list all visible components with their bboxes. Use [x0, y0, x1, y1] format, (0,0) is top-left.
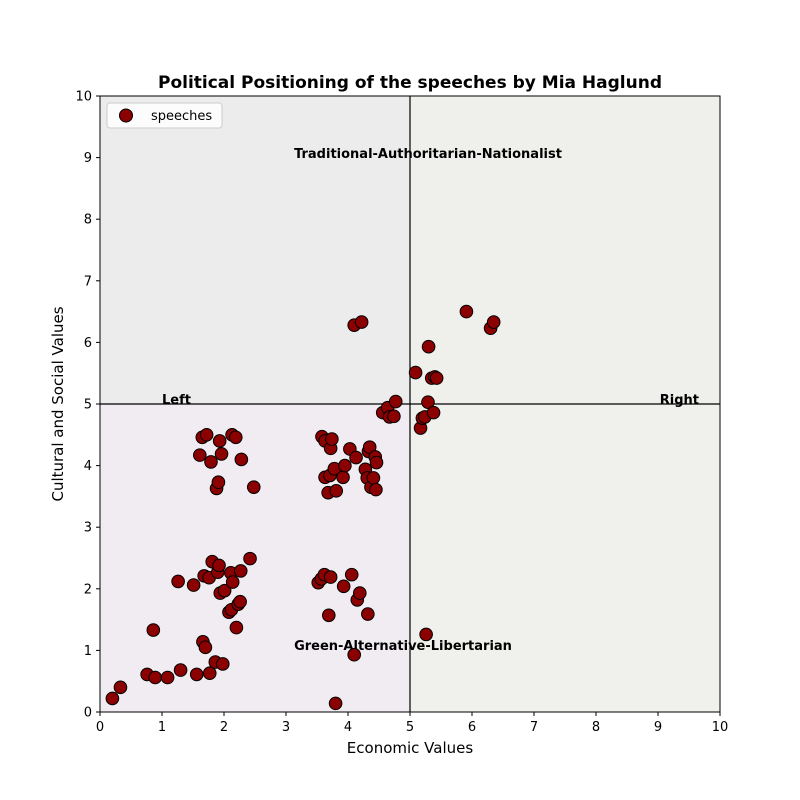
- quadrant-label-top: Traditional-Authoritarian-Nationalist: [294, 147, 562, 162]
- data-point: [204, 455, 218, 469]
- quadrant-top-right: [410, 96, 720, 404]
- data-point: [361, 607, 375, 621]
- data-point: [419, 627, 433, 642]
- data-point: [229, 620, 244, 635]
- data-point: [193, 448, 207, 462]
- data-point: [336, 470, 350, 485]
- data-point: [347, 647, 362, 662]
- data-point: [352, 586, 367, 600]
- data-points: [105, 304, 501, 711]
- x-tick-label: 0: [96, 720, 104, 735]
- data-point: [146, 623, 161, 637]
- y-tick-label: 0: [84, 706, 92, 721]
- data-point: [329, 484, 344, 498]
- legend-box: [106, 102, 223, 129]
- data-point: [321, 608, 336, 623]
- data-point: [354, 315, 369, 329]
- y-tick-label: 4: [84, 459, 92, 474]
- data-point: [349, 450, 363, 465]
- y-tick-label: 8: [84, 213, 92, 228]
- y-tick-label: 1: [84, 644, 92, 659]
- x-tick-label: 1: [158, 720, 166, 735]
- x-tick-label: 3: [282, 720, 290, 735]
- x-tick-label: 4: [344, 720, 352, 735]
- data-point: [160, 670, 175, 685]
- y-tick-label: 5: [84, 398, 92, 413]
- data-point: [171, 574, 185, 589]
- data-point: [233, 594, 247, 609]
- x-tick-label: 8: [592, 720, 600, 735]
- legend: speeches: [106, 102, 223, 129]
- quadrant-label-left: Left: [162, 393, 191, 408]
- x-tick-label: 9: [654, 720, 662, 735]
- x-axis-ticks: 0 1 2 3 4 5 6 7 8 9 10: [96, 712, 728, 735]
- y-tick-label: 10: [75, 90, 92, 105]
- x-tick-label: 10: [712, 720, 729, 735]
- quadrant-top-left: [100, 96, 410, 404]
- data-point: [173, 663, 188, 677]
- y-tick-label: 6: [84, 336, 92, 351]
- data-point: [243, 551, 257, 566]
- data-point: [426, 405, 441, 420]
- x-tick-label: 7: [530, 720, 538, 735]
- legend-label: speeches: [151, 109, 212, 124]
- data-point: [189, 667, 204, 682]
- data-point: [199, 428, 214, 442]
- data-point: [105, 691, 120, 706]
- quadrant-backgrounds: [100, 96, 720, 712]
- data-point: [212, 558, 226, 573]
- data-point: [369, 482, 383, 497]
- data-point: [211, 475, 226, 490]
- data-point: [234, 452, 249, 467]
- y-tick-label: 9: [84, 151, 92, 166]
- data-point: [217, 583, 232, 598]
- quadrant-labels: Traditional-Authoritarian-Nationalist Gr…: [162, 147, 699, 654]
- data-point: [228, 430, 243, 445]
- data-point: [344, 567, 359, 582]
- data-point: [233, 564, 248, 578]
- y-tick-label: 2: [84, 582, 92, 597]
- data-point: [421, 395, 435, 409]
- data-point: [186, 578, 201, 592]
- quadrant-label-right: Right: [660, 393, 699, 408]
- data-point: [325, 432, 339, 446]
- data-point: [212, 434, 227, 448]
- data-point: [421, 339, 436, 354]
- data-point: [225, 575, 240, 589]
- data-point: [486, 315, 501, 329]
- data-point: [388, 394, 403, 409]
- data-point: [113, 680, 128, 695]
- data-point: [459, 304, 474, 319]
- data-point: [369, 455, 384, 470]
- x-tick-label: 6: [468, 720, 476, 735]
- data-point: [214, 447, 229, 461]
- data-point: [202, 666, 217, 680]
- quadrant-divider-lines: [100, 96, 720, 712]
- data-point: [323, 570, 338, 584]
- legend-marker: [119, 108, 133, 123]
- x-tick-label: 2: [220, 720, 228, 735]
- y-tick-label: 3: [84, 521, 92, 536]
- data-point: [366, 471, 381, 485]
- data-point: [408, 365, 423, 380]
- chart-title: Political Positioning of the speeches by…: [158, 73, 662, 93]
- y-axis-label: Cultural and Social Values: [49, 306, 67, 501]
- data-point: [387, 409, 401, 424]
- data-point: [246, 480, 261, 494]
- y-tick-label: 7: [84, 274, 92, 289]
- data-point: [336, 579, 351, 594]
- x-axis-label: Economic Values: [347, 739, 474, 757]
- quadrant-bottom-right: [410, 404, 720, 712]
- data-point: [338, 458, 352, 473]
- data-point: [328, 696, 343, 711]
- data-point: [148, 670, 162, 685]
- data-point: [429, 371, 444, 385]
- y-axis-ticks: 0 1 2 3 4 5 6 7 8 9 10: [75, 90, 100, 721]
- quadrant-label-bottom: Green-Alternative-Libertarian: [294, 639, 512, 654]
- data-point: [215, 657, 230, 671]
- data-point: [198, 640, 213, 655]
- x-tick-label: 5: [406, 720, 414, 735]
